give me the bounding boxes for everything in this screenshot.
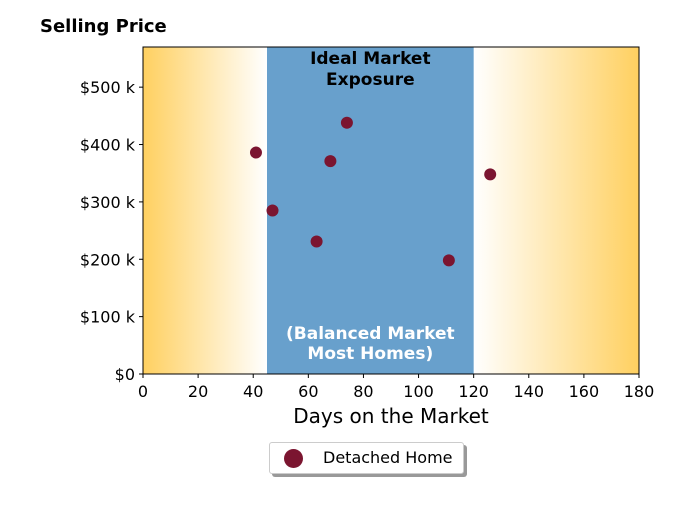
x-tick-label: 60 [298,382,318,401]
plot-frame [142,46,640,375]
x-tick-label: 20 [188,382,208,401]
data-point-5 [442,254,455,267]
legend-label: Detached Home [323,448,453,467]
band-0 [143,47,267,374]
y-tick-label: $400 k [80,136,136,155]
x-tick-label: 120 [458,382,489,401]
annotation-bottom-line2: Most Homes) [307,344,433,364]
data-point-4 [340,116,353,129]
data-points [249,116,497,267]
data-point-1 [266,204,279,217]
x-tick-label: 160 [569,382,600,401]
y-tick-label: $500 k [80,78,136,97]
x-axis-label: Days on the Market [293,404,489,428]
background-bands [143,47,639,374]
annotation-top-line1: Ideal Market [310,49,431,69]
data-point-2 [310,235,323,248]
annotation-bottom-line1: (Balanced Market [286,324,455,344]
y-axis-ticks: $0 $100 k $200 k $300 k $400 k $500 k [80,78,143,384]
legend: Detached Home [269,442,464,474]
legend-marker-icon [284,449,303,468]
data-point-6 [484,168,497,181]
x-tick-label: 0 [138,382,148,401]
y-tick-label: $100 k [80,308,136,327]
y-tick-label: $0 [115,365,135,384]
x-tick-label: 80 [353,382,373,401]
x-tick-label: 180 [624,382,655,401]
x-tick-label: 40 [243,382,263,401]
x-axis-ticks: 0 20 40 60 80 100 120 140 160 180 [138,374,654,401]
data-point-0 [249,146,262,159]
band-1 [267,47,474,374]
annotation-top-line2: Exposure [326,70,415,90]
x-tick-label: 100 [403,382,434,401]
y-tick-label: $200 k [80,250,136,269]
chart-title: Selling Price [40,16,167,37]
x-tick-label: 140 [514,382,545,401]
data-point-3 [324,155,337,168]
y-tick-label: $300 k [80,193,136,212]
band-2 [473,47,639,374]
